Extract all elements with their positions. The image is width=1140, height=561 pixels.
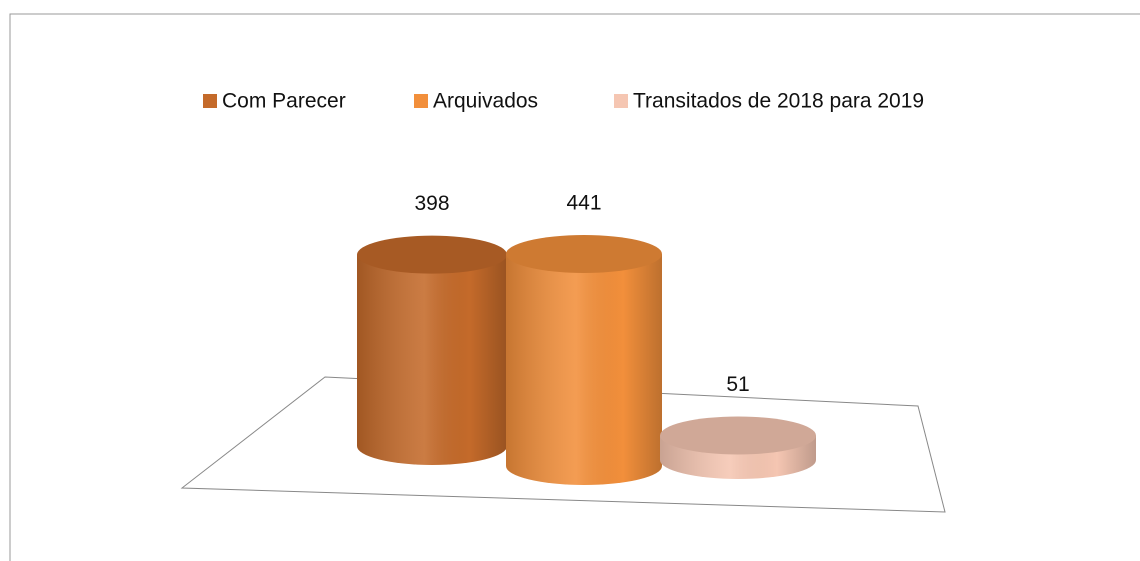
legend-label: Transitados de 2018 para 2019 [633,90,924,113]
cylinder [357,235,507,465]
cylinder-shade [506,254,662,485]
legend-label: Com Parecer [222,90,346,113]
legend-swatch [614,94,628,108]
legend-label: Arquivados [433,90,538,113]
data-label: 51 [726,373,749,396]
data-label: 441 [566,192,601,215]
cylinder [660,416,816,479]
data-label: 398 [414,192,449,215]
legend-swatch [203,94,217,108]
cylinder-top [357,235,507,274]
cylinder-shade [357,254,507,465]
chart-frame [9,13,1140,561]
legend-swatch [414,94,428,108]
cylinder [506,235,662,485]
cylinder-top [660,416,816,455]
cylinder-top [506,235,662,273]
